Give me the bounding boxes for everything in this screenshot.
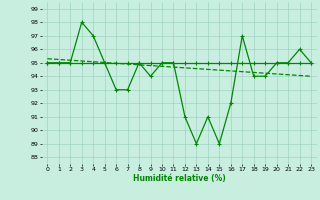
X-axis label: Humidité relative (%): Humidité relative (%) (133, 174, 226, 183)
